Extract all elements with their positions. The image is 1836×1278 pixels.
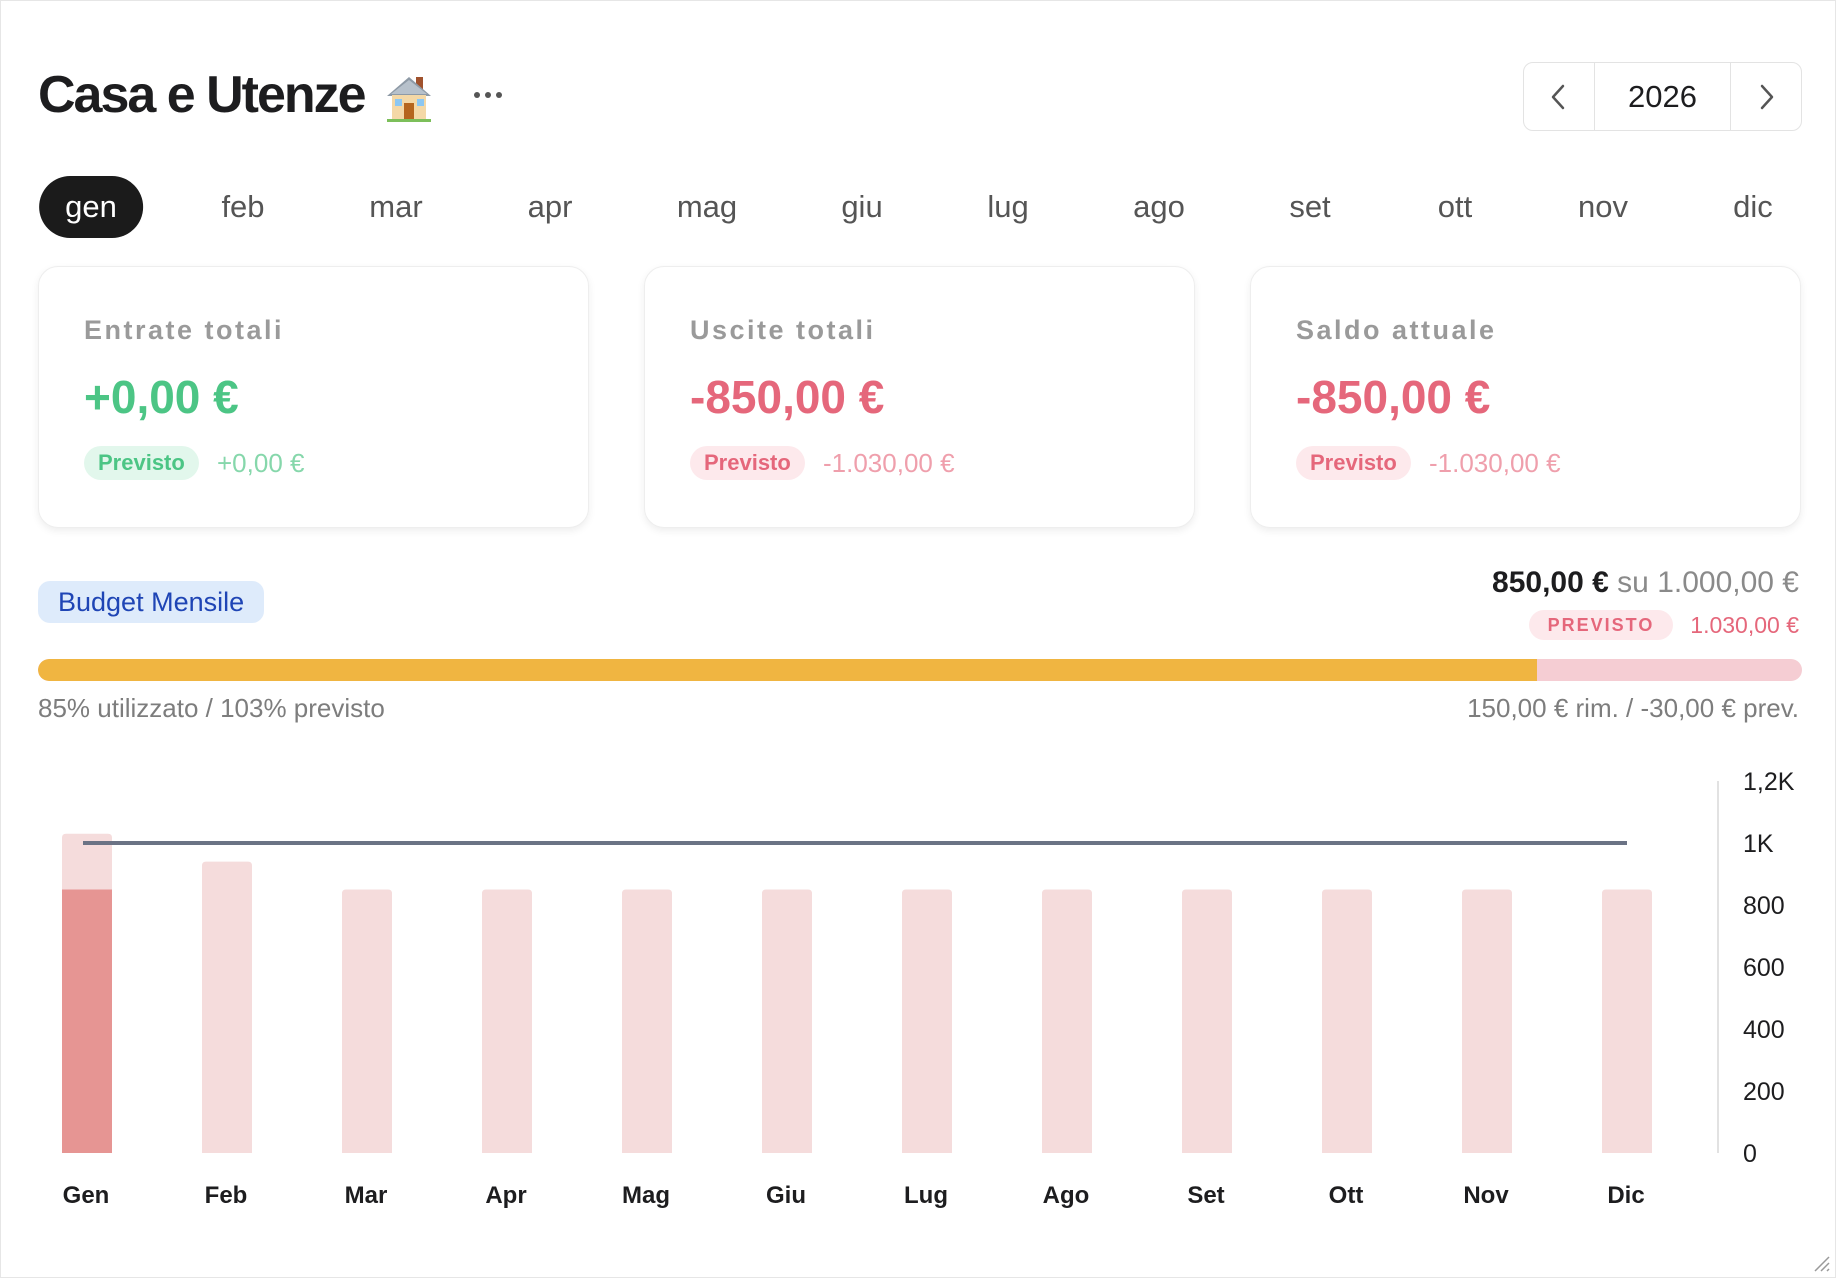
year-label: 2026 [1594,63,1731,130]
expenses-card: Uscite totali -850,00 € Previsto -1.030,… [644,266,1195,528]
budget-forecast-value: 1.030,00 € [1690,612,1799,638]
y-tick-label: 200 [1743,1078,1785,1106]
card-label: Uscite totali [690,315,876,345]
x-tick-label: Ago [1043,1182,1090,1209]
card-amount: +0,00 € [84,371,239,423]
budget-spent: 850,00 € [1492,566,1609,599]
y-tick-label: 600 [1743,954,1785,982]
forecast-badge: Previsto [690,446,805,480]
x-tick-label: Ott [1329,1182,1364,1209]
card-amount: -850,00 € [690,371,885,423]
y-tick-label: 1K [1743,830,1774,858]
actual-bar[interactable] [62,889,112,1154]
x-tick-label: Mar [345,1182,388,1209]
budget-forecast-badge: PREVISTO [1529,610,1673,640]
month-tab-dic[interactable]: dic [1733,189,1773,224]
year-navigator: 2026 [1523,62,1802,131]
x-tick-label: Lug [904,1182,948,1209]
month-tab-gen[interactable]: gen [39,176,143,238]
forecast-bar[interactable] [1182,889,1232,1154]
resize-handle-icon[interactable] [1807,1249,1831,1273]
more-options-button[interactable] [463,77,513,113]
month-tab-ago[interactable]: ago [1133,189,1185,224]
card-amount: -850,00 € [1296,371,1491,423]
forecast-badge: Previsto [84,446,199,480]
page-title: Casa e Utenze [38,66,367,124]
forecast-bar[interactable] [902,889,952,1154]
month-tab-lug[interactable]: lug [987,189,1029,224]
forecast-bar[interactable] [1462,889,1512,1154]
y-tick-label: 1,2K [1743,768,1795,796]
budget-remaining-text: 150,00 € rim. / -30,00 € prev. [1467,693,1799,723]
budget-badge: Budget Mensile [38,581,265,623]
x-tick-label: Mag [622,1182,670,1209]
card-label: Entrate totali [84,315,285,345]
ellipsis-icon [474,92,480,98]
card-forecast: -1.030,00 € [823,448,955,478]
forecast-bar[interactable] [1602,889,1652,1154]
forecast-badge: Previsto [1296,446,1411,480]
x-tick-label: Nov [1463,1182,1509,1209]
forecast-bar[interactable] [482,889,532,1154]
x-tick-label: Dic [1607,1182,1644,1209]
forecast-bar[interactable] [1322,889,1372,1154]
forecast-bar[interactable] [342,889,392,1154]
x-tick-label: Set [1187,1182,1224,1209]
previous-year-button[interactable] [1524,63,1594,130]
chevron-left-icon [1551,84,1565,109]
month-tab-ott[interactable]: ott [1437,189,1473,224]
card-forecast: +0,00 € [217,448,305,478]
forecast-bar[interactable] [1042,889,1092,1154]
budget-progress-bar [38,659,1802,681]
month-tab-mag[interactable]: mag [676,189,738,224]
budget-progress-fill [38,659,1538,681]
budget-total: su 1.000,00 € [1617,566,1799,599]
budget-usage-text: 85% utilizzato / 103% previsto [38,693,385,723]
forecast-bar[interactable] [762,889,812,1154]
y-tick-label: 800 [1743,892,1785,920]
card-forecast: -1.030,00 € [1429,448,1561,478]
x-tick-label: Giu [766,1182,806,1209]
month-tab-feb[interactable]: feb [221,189,265,224]
month-tab-mar[interactable]: mar [369,189,423,224]
y-tick-label: 400 [1743,1016,1785,1044]
x-tick-label: Gen [63,1182,110,1209]
monthly-expenses-chart: Gen Feb Mar Apr Mag Giu Lug Ago Set Ott Nov Dic 0 200… [62,768,1795,1209]
chevron-right-icon [1760,84,1774,109]
income-card: Entrate totali +0,00 € Previsto +0,00 € [38,266,589,528]
next-year-button[interactable] [1731,63,1801,130]
month-tab-nov[interactable]: nov [1578,189,1628,224]
forecast-bar[interactable] [622,889,672,1154]
x-tick-label: Apr [485,1182,526,1209]
budget-summary: 850,00 € su 1.000,00 € [1492,566,1799,600]
card-label: Saldo attuale [1296,315,1497,345]
month-tab-giu[interactable]: giu [841,189,883,224]
forecast-bar[interactable] [202,861,252,1153]
x-tick-label: Feb [205,1182,248,1209]
month-tab-set[interactable]: set [1289,189,1331,224]
y-tick-label: 0 [1743,1140,1757,1168]
balance-card: Saldo attuale -850,00 € Previsto -1.030,… [1250,266,1801,528]
month-tab-apr[interactable]: apr [527,189,573,224]
house-icon [387,77,431,122]
